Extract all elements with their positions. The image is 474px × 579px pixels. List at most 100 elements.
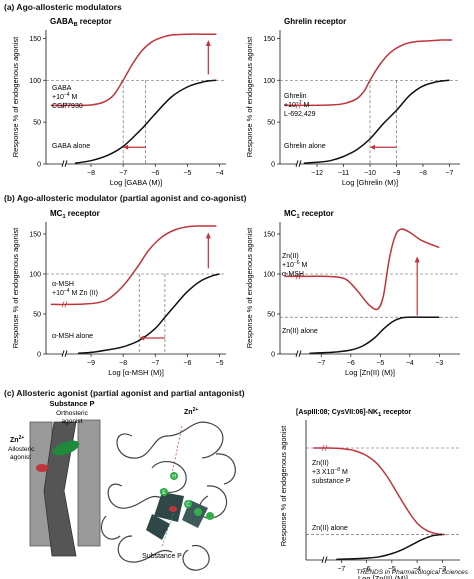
x-tick-label: −7 bbox=[337, 566, 345, 573]
axis-break-gap bbox=[297, 163, 300, 165]
residue-markers: H E C bbox=[160, 472, 214, 520]
chart-title-main: GABA bbox=[50, 17, 74, 26]
alone-label: Ghrelin alone bbox=[284, 143, 326, 150]
series-break bbox=[295, 160, 299, 167]
chart-title-rest: receptor bbox=[66, 209, 100, 218]
x-tick-label: −5 bbox=[376, 360, 384, 367]
y-tick-label: 100 bbox=[29, 78, 41, 85]
x-tick-label: −7 bbox=[151, 360, 159, 367]
diagram-allosteric-agonist-label: agonist bbox=[10, 454, 31, 461]
x-tick-label: −10 bbox=[364, 170, 376, 177]
x-tick-label: −4 bbox=[216, 170, 224, 177]
x-tick-label: −3 bbox=[438, 566, 446, 573]
series-break bbox=[295, 273, 299, 280]
x-tick-label: −5 bbox=[216, 360, 224, 367]
label-exp: −8 bbox=[334, 467, 340, 473]
svg-text:C: C bbox=[186, 502, 190, 508]
substance-p-red-blob bbox=[169, 506, 177, 512]
series-alone bbox=[336, 533, 443, 561]
svg-text:E: E bbox=[162, 490, 166, 496]
axis-break-gap bbox=[63, 163, 66, 165]
x-tick-label: −11 bbox=[338, 170, 349, 177]
chart-title-rest: receptor bbox=[381, 409, 411, 416]
series-break bbox=[295, 102, 299, 109]
chart-title-sub: B bbox=[74, 22, 78, 28]
axis-break-gap bbox=[63, 353, 66, 355]
modulated-label-line3: α-MSH bbox=[282, 271, 304, 278]
receptor-diagram: Substance P Orthosteric agonist Zn2+ All… bbox=[8, 399, 236, 571]
x-tick-label: −6 bbox=[183, 360, 191, 367]
svg-text:H: H bbox=[172, 474, 176, 480]
series-modulated bbox=[284, 228, 440, 311]
alone-label: α-MSH alone bbox=[52, 333, 93, 340]
label-exp: −4 bbox=[64, 92, 70, 98]
chart-mc1b: MC1 receptor 0 50 100 150 −7 −6 −5 −4 −3 Log [Zn(I… bbox=[263, 209, 460, 377]
modulated-label-line1: GABA bbox=[52, 85, 72, 92]
series-alone bbox=[78, 273, 220, 354]
diagram-orthosteric-label: Orthosteric bbox=[56, 410, 89, 417]
y-axis-label-ghrelin: Response % of endogenous agonist bbox=[245, 36, 254, 157]
x-tick-label: −4 bbox=[406, 360, 414, 367]
modulated-label-line3: substance P bbox=[312, 478, 351, 485]
y-tick-label: 50 bbox=[267, 120, 275, 127]
series-break bbox=[64, 350, 68, 357]
y-tick-label: 100 bbox=[29, 272, 41, 279]
label-unit: M bbox=[300, 262, 308, 269]
structure-substance-p-label: Substance P bbox=[142, 553, 182, 560]
label-conc: +10 bbox=[284, 102, 296, 109]
modulated-label-line1: Zn(II) bbox=[282, 253, 299, 260]
modulated-label-line2: +10−6 M bbox=[282, 260, 308, 269]
y-tick-label: 0 bbox=[271, 352, 275, 359]
series-break bbox=[298, 350, 302, 357]
modulated-label-line3: L-692,429 bbox=[284, 111, 316, 118]
section-a-title: (a) Ago-allosteric modulators bbox=[4, 2, 122, 12]
x-tick-label: −9 bbox=[87, 360, 95, 367]
alone-label: Zn(II) alone bbox=[282, 328, 318, 335]
helix-dark-core bbox=[146, 492, 208, 540]
x-tick-label: −4 bbox=[413, 566, 421, 573]
y-tick-label: 0 bbox=[271, 162, 275, 169]
shift-arrow-head bbox=[139, 335, 145, 341]
label-unit: M Zn (II) bbox=[70, 290, 98, 297]
x-tick-label: −7 bbox=[119, 170, 127, 177]
series-break bbox=[61, 160, 65, 167]
series-alone bbox=[309, 316, 440, 354]
series-break bbox=[61, 102, 65, 109]
series-break bbox=[61, 350, 65, 357]
series-modulated bbox=[284, 39, 453, 107]
series-modulated bbox=[50, 33, 217, 107]
x-tick-label: −6 bbox=[347, 360, 355, 367]
diagram-orthosteric-agonist-label: agonist bbox=[62, 418, 83, 425]
chart-title: Ghrelin receptor bbox=[284, 17, 346, 26]
section-c-title: (c) Allosteric agonist (partial agonist … bbox=[4, 388, 245, 398]
modulated-label-line2: +10−4 M bbox=[52, 92, 78, 101]
x-tick-label: −8 bbox=[419, 170, 427, 177]
x-axis-label: Log [Zn(II) (M)] bbox=[345, 368, 395, 377]
series-break bbox=[64, 160, 68, 167]
x-tick-label: −5 bbox=[388, 566, 396, 573]
chart-title: GABAB receptor bbox=[50, 17, 112, 28]
series-break bbox=[321, 556, 325, 563]
series-break bbox=[298, 160, 302, 167]
x-tick-label: −6 bbox=[151, 170, 159, 177]
x-tick-label: −7 bbox=[445, 170, 453, 177]
chart-title-sub: 1 bbox=[62, 214, 65, 220]
efficacy-arrow-head bbox=[414, 256, 420, 263]
label-exp: −6 bbox=[294, 260, 300, 266]
label-unit: M bbox=[302, 102, 310, 109]
x-axis-label: Log [GABA (M)] bbox=[110, 178, 163, 187]
journal-footer: TRENDS in Pharmacological Sciences bbox=[356, 569, 468, 576]
label-exp: −4 bbox=[64, 288, 70, 294]
chart-title: [AspIII:08; CysVII:06]-NK1 receptor bbox=[296, 409, 411, 418]
modulated-label-line2: +10−4 M Zn (II) bbox=[52, 288, 98, 297]
series-break bbox=[324, 556, 328, 563]
alone-label: Zn(II) alone bbox=[312, 525, 348, 532]
modulated-label-line3: CGP7930 bbox=[52, 103, 83, 110]
axis-break-gap bbox=[297, 353, 300, 355]
receptor-structure-cartoon bbox=[100, 421, 236, 571]
modulated-label-line2: +3 X10−8 M bbox=[312, 467, 348, 476]
series-break bbox=[64, 301, 68, 308]
orthosteric-agonist-blob bbox=[52, 440, 80, 456]
series-modulated bbox=[50, 225, 217, 306]
